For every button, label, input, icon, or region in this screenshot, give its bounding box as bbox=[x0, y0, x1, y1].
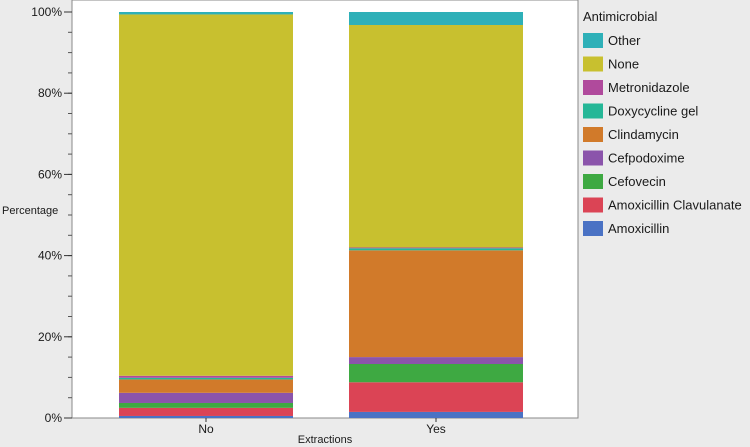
legend-swatch bbox=[583, 221, 603, 236]
x-tick-label: No bbox=[198, 422, 214, 436]
legend-swatch bbox=[583, 33, 603, 48]
legend-item-label: Metronidazole bbox=[608, 80, 690, 95]
y-tick-label: 0% bbox=[45, 411, 63, 425]
legend-item-label: Amoxicillin bbox=[608, 221, 669, 236]
bar-stacks bbox=[119, 12, 523, 418]
y-tick-label: 60% bbox=[38, 167, 62, 181]
bar-segment bbox=[119, 392, 293, 403]
legend-item-label: Clindamycin bbox=[608, 127, 679, 142]
bar-segment bbox=[119, 12, 293, 15]
bar-segment bbox=[349, 411, 523, 418]
bar-segment bbox=[119, 14, 293, 376]
bar-segment bbox=[349, 382, 523, 412]
bar-segment bbox=[119, 377, 293, 380]
x-axis-title: Extractions bbox=[298, 434, 353, 446]
y-tick-label: 20% bbox=[38, 330, 62, 344]
bar-segment bbox=[119, 402, 293, 408]
bar-segment bbox=[349, 12, 523, 25]
bar-segment bbox=[349, 248, 523, 251]
legend-item-label: Cefpodoxime bbox=[608, 151, 685, 166]
bar-segment bbox=[349, 250, 523, 358]
y-axis-title: Percentage bbox=[2, 205, 58, 217]
bar-segment bbox=[119, 407, 293, 416]
y-axis-ticks: 0% 20% 40% 60% 80% 100% bbox=[31, 5, 72, 425]
legend-swatch bbox=[583, 127, 603, 142]
legend-item-label: Doxycycline gel bbox=[608, 104, 698, 119]
legend-item-label: None bbox=[608, 57, 639, 72]
legend-swatch bbox=[583, 80, 603, 95]
legend-swatch bbox=[583, 56, 603, 72]
bar-segment bbox=[349, 24, 523, 248]
legend-swatch bbox=[583, 197, 603, 213]
legend-item-label: Cefovecin bbox=[608, 174, 666, 189]
y-tick-label: 80% bbox=[38, 86, 62, 100]
x-tick-label: Yes bbox=[426, 422, 446, 436]
legend-item-label: Other bbox=[608, 33, 641, 48]
bar-segment bbox=[119, 375, 293, 378]
x-axis-tick-labels: No Yes bbox=[198, 418, 446, 436]
legend-swatch bbox=[583, 174, 603, 189]
bar-segment bbox=[349, 247, 523, 249]
bar-segment bbox=[119, 379, 293, 393]
y-axis-minor-ticks bbox=[68, 11, 72, 419]
legend: Antimicrobial Other None Metronidazole Doxy… bbox=[583, 9, 742, 236]
legend-item-label: Amoxicillin Clavulanate bbox=[608, 198, 742, 213]
legend-swatch bbox=[583, 150, 603, 166]
bar-segment bbox=[119, 415, 293, 418]
legend-title: Antimicrobial bbox=[583, 9, 658, 24]
y-tick-label: 40% bbox=[38, 249, 62, 263]
bar-segment bbox=[349, 357, 523, 365]
legend-swatch bbox=[583, 103, 603, 119]
y-tick-label: 100% bbox=[31, 5, 62, 19]
bar-segment bbox=[349, 364, 523, 383]
